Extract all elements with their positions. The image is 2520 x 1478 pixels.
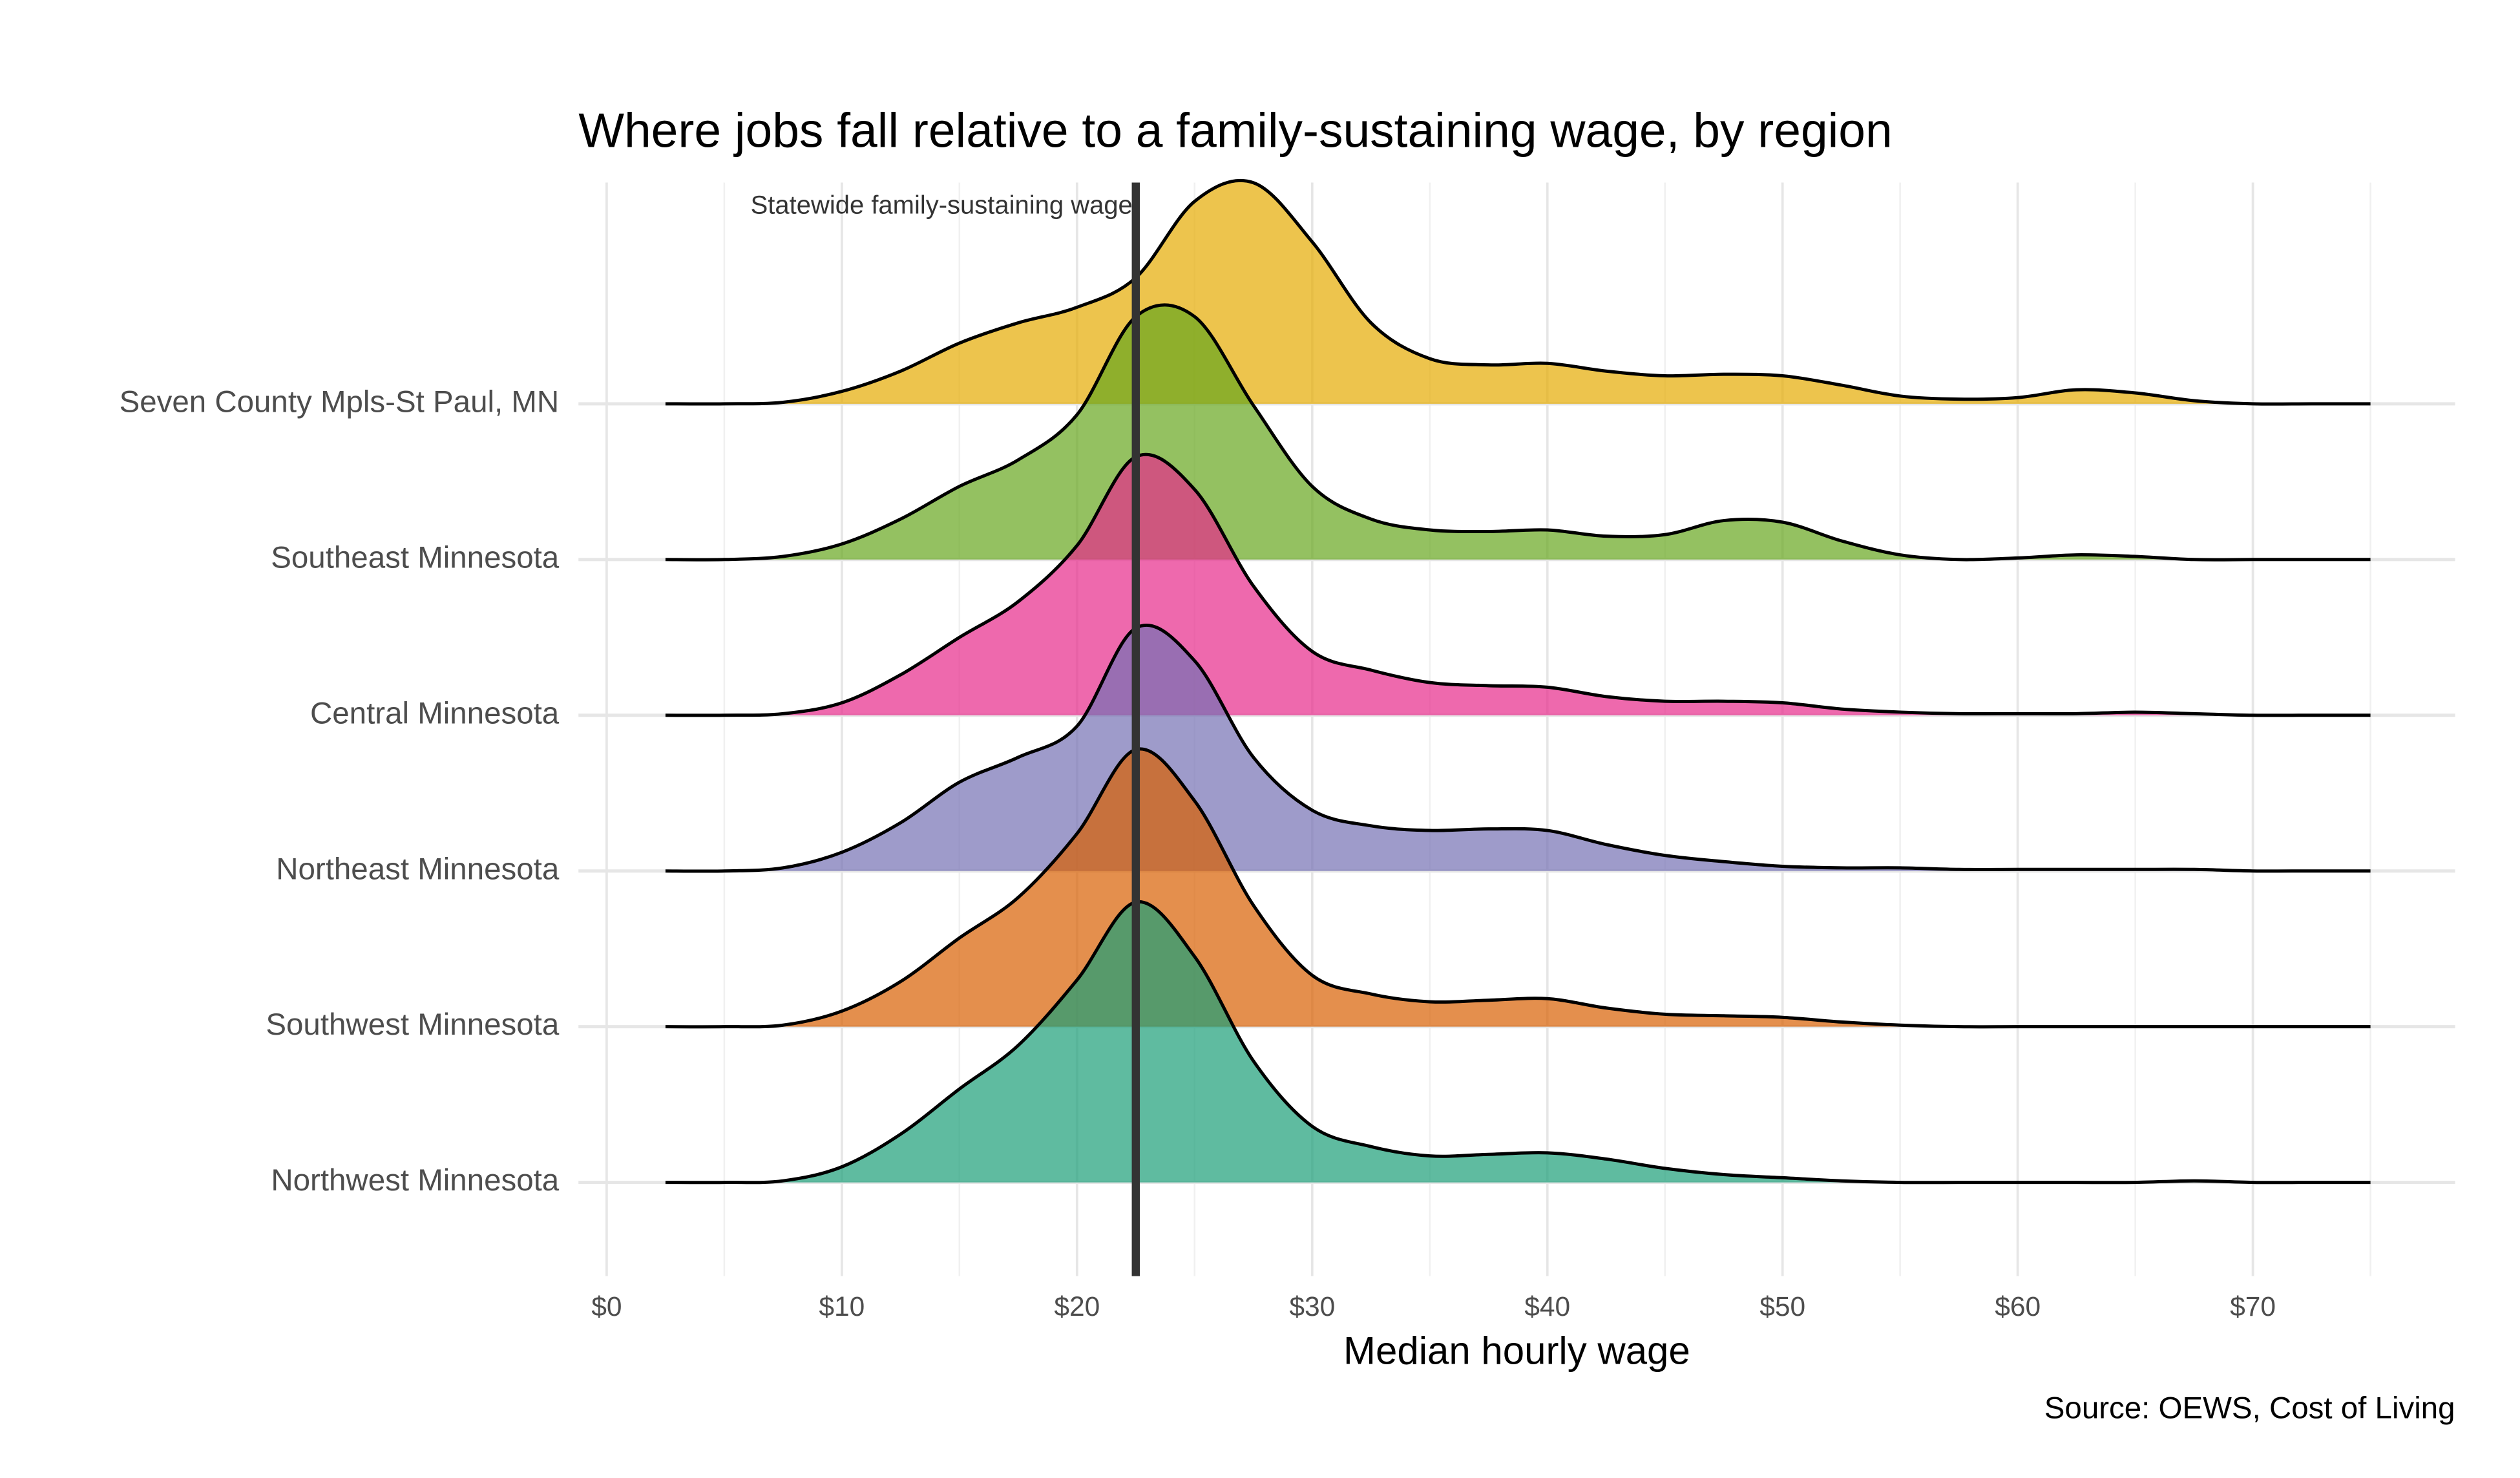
ridge-area bbox=[665, 902, 2371, 1183]
y-tick-label: Northeast Minnesota bbox=[276, 852, 560, 886]
x-tick-label: $30 bbox=[1289, 1292, 1335, 1322]
ridge-area bbox=[665, 454, 2371, 715]
ridge-area bbox=[665, 304, 2371, 560]
source-note: Source: OEWS, Cost of Living bbox=[2044, 1391, 2455, 1426]
x-tick-label: $20 bbox=[1054, 1292, 1100, 1322]
ridge-line bbox=[665, 452, 2371, 717]
x-axis-label: Median hourly wage bbox=[1343, 1329, 1690, 1372]
x-tick-label: $40 bbox=[1524, 1292, 1570, 1322]
x-tick-label: $70 bbox=[2230, 1292, 2276, 1322]
ridge-area bbox=[665, 180, 2371, 405]
reference-label: Statewide family-sustaining wage bbox=[751, 191, 1133, 219]
chart-title: Where jobs fall relative to a family-sus… bbox=[578, 103, 1892, 157]
y-tick-label: Southwest Minnesota bbox=[266, 1008, 559, 1042]
y-tick-label: Southeast Minnesota bbox=[271, 540, 560, 575]
x-tick-label: $10 bbox=[819, 1292, 865, 1322]
ridge-line bbox=[665, 303, 2371, 562]
x-tick-label: $60 bbox=[1995, 1292, 2041, 1322]
ridge-area bbox=[665, 748, 2371, 1027]
y-tick-label: Northwest Minnesota bbox=[271, 1163, 559, 1198]
y-tick-label: Seven County Mpls-St Paul, MN bbox=[120, 385, 560, 419]
x-tick-label: $50 bbox=[1759, 1292, 1805, 1322]
ridge-line bbox=[665, 747, 2371, 1029]
x-tick-label: $0 bbox=[591, 1292, 622, 1322]
ridge-line bbox=[665, 623, 2371, 873]
y-tick-label: Central Minnesota bbox=[310, 696, 560, 730]
ridge-line bbox=[665, 178, 2371, 406]
ridge-line bbox=[665, 900, 2371, 1185]
